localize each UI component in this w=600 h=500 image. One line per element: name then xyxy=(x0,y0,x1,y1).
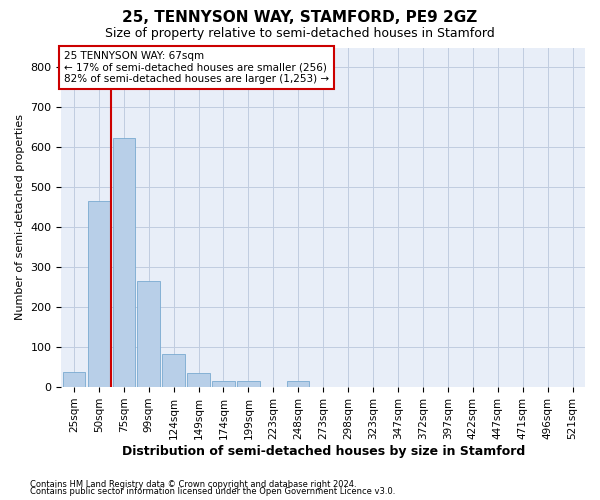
Text: 25 TENNYSON WAY: 67sqm
← 17% of semi-detached houses are smaller (256)
82% of se: 25 TENNYSON WAY: 67sqm ← 17% of semi-det… xyxy=(64,51,329,84)
Text: Contains HM Land Registry data © Crown copyright and database right 2024.: Contains HM Land Registry data © Crown c… xyxy=(30,480,356,489)
Text: Size of property relative to semi-detached houses in Stamford: Size of property relative to semi-detach… xyxy=(105,28,495,40)
X-axis label: Distribution of semi-detached houses by size in Stamford: Distribution of semi-detached houses by … xyxy=(122,444,525,458)
Bar xyxy=(212,381,235,387)
Bar xyxy=(88,202,110,387)
Bar xyxy=(287,381,310,387)
Bar xyxy=(237,381,260,387)
Bar xyxy=(163,354,185,387)
Text: Contains public sector information licensed under the Open Government Licence v3: Contains public sector information licen… xyxy=(30,487,395,496)
Bar xyxy=(137,281,160,387)
Bar xyxy=(187,373,210,387)
Bar xyxy=(113,138,135,387)
Y-axis label: Number of semi-detached properties: Number of semi-detached properties xyxy=(15,114,25,320)
Bar xyxy=(62,372,85,387)
Text: 25, TENNYSON WAY, STAMFORD, PE9 2GZ: 25, TENNYSON WAY, STAMFORD, PE9 2GZ xyxy=(122,10,478,25)
